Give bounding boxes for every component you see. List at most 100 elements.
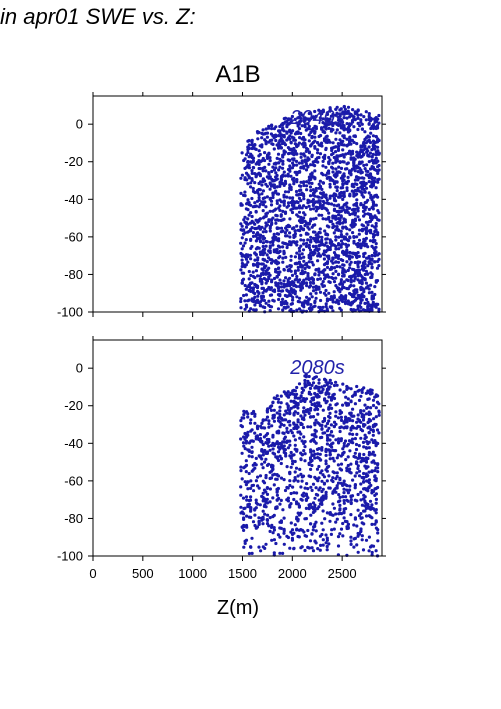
data-point (324, 453, 328, 457)
data-point (318, 231, 322, 235)
data-point (246, 182, 250, 186)
data-point (249, 506, 253, 510)
data-point (277, 168, 281, 172)
data-point (328, 305, 332, 309)
data-point (373, 120, 377, 124)
data-point (282, 285, 286, 289)
data-point (261, 509, 265, 513)
data-point (329, 114, 333, 118)
data-point (376, 178, 380, 182)
data-point (293, 234, 297, 238)
data-point (243, 194, 247, 198)
data-point (274, 207, 278, 211)
data-point (247, 448, 251, 452)
data-point (319, 191, 323, 195)
data-point (327, 211, 331, 215)
data-point (366, 245, 370, 249)
data-point (306, 238, 310, 242)
data-point (322, 201, 326, 205)
data-point (335, 517, 339, 521)
data-point (317, 213, 321, 217)
data-point (369, 193, 373, 197)
data-point (268, 500, 272, 504)
data-point (250, 536, 254, 540)
data-point (332, 383, 337, 388)
data-point (346, 442, 350, 446)
data-point (362, 522, 366, 526)
data-point (293, 269, 297, 273)
data-point (270, 169, 274, 174)
data-point (327, 474, 331, 478)
data-point (251, 234, 256, 238)
data-point (294, 500, 299, 504)
data-point (250, 171, 254, 175)
data-point (345, 245, 349, 249)
data-point (261, 479, 265, 483)
data-point (311, 203, 315, 207)
data-point (284, 255, 288, 259)
data-point (300, 165, 304, 169)
data-point (277, 297, 281, 302)
data-point (308, 502, 313, 506)
data-point (305, 284, 309, 288)
data-point (261, 291, 265, 295)
page-title: in apr01 SWE vs. Z: (0, 4, 196, 29)
data-point (278, 502, 282, 506)
data-point (367, 478, 371, 482)
data-point (331, 261, 335, 265)
data-point (276, 458, 281, 463)
data-point (281, 308, 285, 312)
data-point (300, 113, 304, 117)
data-point (299, 485, 303, 489)
data-point (345, 209, 349, 213)
data-point (324, 173, 328, 177)
data-point (309, 130, 313, 134)
data-point (250, 214, 254, 219)
data-point (275, 498, 279, 502)
data-point (304, 205, 308, 210)
data-point (316, 421, 320, 425)
data-point (370, 491, 374, 495)
data-point (311, 207, 316, 211)
data-point (367, 145, 371, 149)
data-point (268, 487, 272, 491)
data-point (309, 207, 313, 211)
data-point (348, 256, 352, 260)
data-point (338, 503, 342, 507)
data-point (261, 442, 265, 447)
data-point (349, 501, 353, 506)
data-point (335, 154, 339, 158)
data-point (323, 155, 327, 159)
data-point (260, 136, 264, 140)
data-point (360, 223, 364, 227)
data-point (247, 213, 251, 217)
data-point (372, 417, 376, 421)
data-point (334, 300, 338, 304)
data-point (327, 155, 331, 160)
data-point (342, 390, 346, 394)
y-tick-label: -20 (64, 154, 83, 169)
data-point (359, 529, 363, 533)
data-point (334, 107, 338, 111)
data-point (264, 278, 268, 282)
data-point (328, 443, 332, 448)
data-point (313, 391, 317, 396)
data-point (265, 415, 270, 419)
data-point (325, 120, 329, 124)
data-point (260, 518, 264, 522)
y-tick-label: -60 (64, 229, 83, 244)
data-point (310, 134, 314, 139)
data-point (370, 224, 374, 228)
data-point (249, 237, 253, 241)
plot-frame (92, 339, 383, 557)
data-point (300, 206, 304, 210)
data-point (297, 127, 302, 131)
data-point (343, 439, 348, 443)
data-point (328, 194, 332, 198)
data-point (313, 428, 317, 432)
data-point (313, 272, 317, 276)
data-point (339, 229, 343, 233)
data-point (314, 284, 318, 289)
data-point (350, 119, 355, 123)
data-point (240, 477, 244, 481)
